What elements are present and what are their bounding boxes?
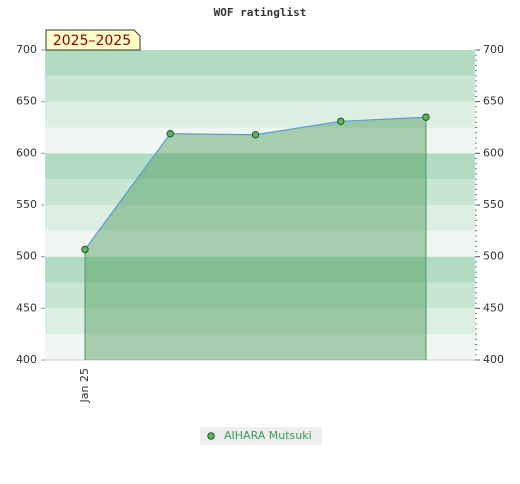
legend-box — [200, 427, 322, 445]
legend: AIHARA Mutsuki — [200, 427, 322, 445]
y2-tick-label: 700 — [483, 43, 504, 56]
band — [45, 205, 475, 231]
y-tick-label: 600 — [16, 146, 37, 159]
y2-tick-label: 450 — [483, 301, 504, 314]
chart-title: WOF ratinglist — [214, 6, 307, 19]
band — [45, 282, 475, 309]
band — [45, 230, 475, 257]
y-tick-label: 700 — [16, 43, 37, 56]
point — [251, 131, 260, 139]
point — [422, 113, 430, 121]
legend-marker — [207, 432, 215, 440]
band — [45, 308, 475, 335]
band — [45, 50, 475, 76]
band — [45, 101, 475, 128]
legend-label: AIHARA Mutsuki — [224, 429, 312, 442]
band — [45, 75, 475, 102]
area — [85, 117, 426, 361]
y2-tick-label: 550 — [483, 198, 504, 211]
band — [45, 179, 475, 205]
point — [166, 130, 174, 138]
annotation-box — [45, 29, 141, 51]
y-tick-label: 450 — [16, 301, 37, 314]
y-tick-label: 400 — [16, 353, 37, 366]
y2-tick-label: 400 — [483, 353, 504, 366]
band — [45, 334, 475, 360]
band — [45, 127, 475, 154]
y2-tick-label: 500 — [483, 250, 504, 263]
point — [81, 245, 89, 254]
y-tick-label: 550 — [16, 198, 37, 211]
x-tick-label: Jan 25 — [78, 368, 91, 403]
y2-tick-label: 600 — [483, 146, 504, 159]
band — [45, 153, 475, 180]
annotation: 2025–2025 — [53, 33, 131, 49]
band — [45, 256, 475, 283]
y-tick-label: 650 — [16, 95, 37, 108]
y-tick-label: 500 — [16, 250, 37, 263]
y2-tick-label: 650 — [483, 95, 504, 108]
point — [337, 117, 345, 126]
